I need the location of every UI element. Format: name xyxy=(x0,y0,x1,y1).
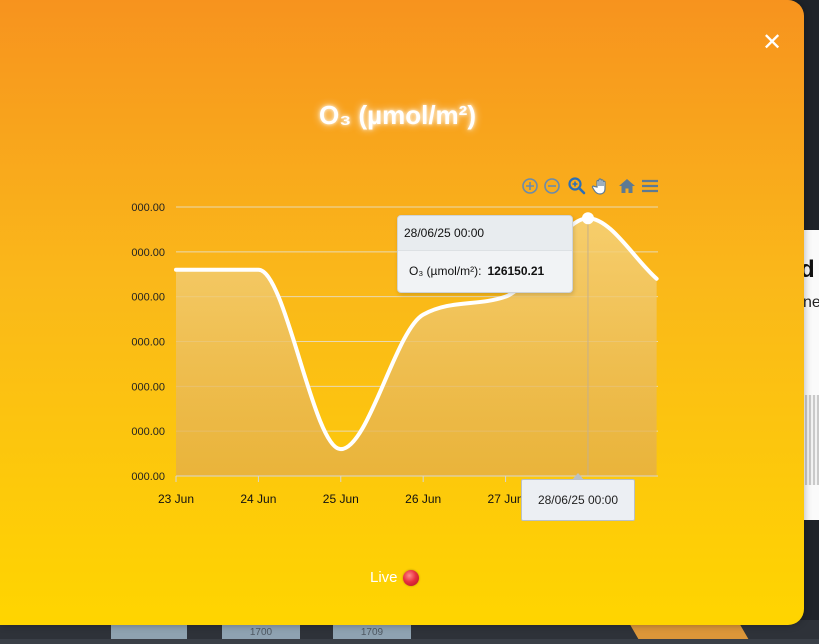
backdrop-chip xyxy=(111,622,187,639)
backdrop-chip: 1700 xyxy=(222,622,300,639)
chart-tooltip: 28/06/25 00:00 O₃ (µmol/m²): 126150.21 xyxy=(397,215,573,293)
chart-modal: ✕ O₃ (µmol/m²) 000.00 000.00 000.00 000.00 0… xyxy=(0,0,804,625)
zoom-select-icon[interactable] xyxy=(567,176,587,196)
y-tick-label: 000.00 xyxy=(131,426,165,438)
home-reset-icon[interactable] xyxy=(617,176,637,196)
y-tick-label: 000.00 xyxy=(131,337,165,349)
crosshair-x-label: 28/06/25 00:00 xyxy=(521,473,635,521)
x-axis-ticks: 23 Jun 24 Jun 25 Jun 26 Jun 27 Jun xyxy=(158,476,524,506)
modal-title: O₃ (µmol/m²) xyxy=(319,100,476,130)
backdrop-stripes xyxy=(805,395,819,485)
zoom-out-icon[interactable] xyxy=(542,176,562,196)
pan-hand-icon[interactable] xyxy=(591,176,611,196)
x-tick-label: 23 Jun xyxy=(158,492,194,506)
tooltip-series-label: O₃ (µmol/m²): xyxy=(409,264,482,278)
live-dot-icon xyxy=(402,570,419,586)
zoom-in-icon[interactable] xyxy=(520,176,540,196)
live-label: Live xyxy=(370,569,398,586)
y-tick-label: 000.00 xyxy=(131,292,165,304)
series-line xyxy=(174,216,659,452)
live-indicator[interactable]: Live xyxy=(370,567,419,589)
tooltip-row: O₃ (µmol/m²): 126150.21 xyxy=(398,251,572,278)
backdrop-subtext: ne xyxy=(803,294,819,311)
x-tick-label: 27 Jun xyxy=(488,492,524,506)
close-icon[interactable]: ✕ xyxy=(761,29,783,56)
backdrop-chip: 1709 xyxy=(333,622,411,639)
area-chart[interactable]: 000.00 000.00 000.00 000.00 000.00 000.00 000.… xyxy=(0,0,804,625)
x-tick-label: 26 Jun xyxy=(405,492,441,506)
y-tick-label: 000.00 xyxy=(131,247,165,259)
y-tick-label: 000.00 xyxy=(131,202,165,214)
y-tick-label: 000.00 xyxy=(131,471,165,483)
tooltip-value: 126150.21 xyxy=(487,264,545,278)
y-axis-ticks: 000.00 000.00 000.00 000.00 000.00 000.00 000.… xyxy=(131,202,165,483)
menu-icon[interactable] xyxy=(640,176,660,196)
hover-point-marker[interactable] xyxy=(581,212,594,225)
y-tick-label: 000.00 xyxy=(131,381,165,393)
x-tick-label: 24 Jun xyxy=(240,492,276,506)
x-tick-label: 25 Jun xyxy=(323,492,359,506)
tooltip-header: 28/06/25 00:00 xyxy=(398,216,572,251)
